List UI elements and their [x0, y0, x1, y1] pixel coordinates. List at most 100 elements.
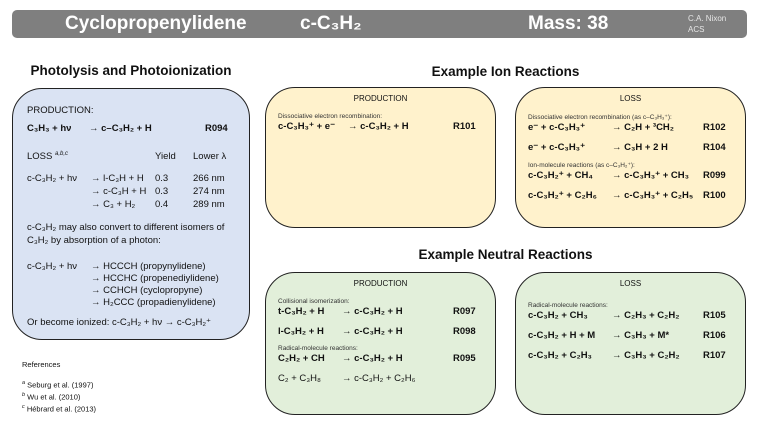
loss-list: c-C₃H₂ + hν → l-C₃H + H 0.3 266 nm → c-C₃H +… [27, 173, 239, 212]
reaction-id: R102 [703, 122, 726, 133]
production-label: PRODUCTION: [27, 105, 94, 116]
reaction-id: R107 [703, 350, 726, 361]
loss-lambda: 266 nm [193, 173, 225, 184]
loss-left [27, 186, 91, 197]
author: C.A. Nixon [688, 14, 727, 23]
neutral-loss-box: LOSS Radical-molecule reactions: c-C₃H₂ + … [515, 272, 746, 415]
isomer-left [27, 297, 91, 308]
loss-row: → c-C₃H + H 0.3 274 nm [27, 186, 239, 197]
group-note: Collisional isomerization: [278, 298, 350, 305]
products: → C₃H₃ + M* [612, 330, 670, 341]
isomer-right: → H₂CCC (propadienylidene) [91, 297, 216, 308]
group-note: Dissociative electron recombination: [278, 113, 383, 120]
reaction-row: c-C₃H₂ + H + M → C₃H₃ + M* R106 [528, 330, 733, 341]
box-title: PRODUCTION [353, 279, 408, 288]
reactants: c-C₃H₂ + CH₃ [528, 310, 588, 321]
reactants: e⁻ + c-C₃H₃⁺ [528, 142, 586, 153]
reaction-id: R100 [703, 190, 726, 201]
isomer-right: → HCCCH (propynylidene) [91, 261, 206, 272]
reaction-id: R097 [453, 306, 476, 317]
isomer-row: c-C₃H₂ + hν → HCCCH (propynylidene) [27, 261, 239, 272]
reaction-row: c-C₃H₃⁺ + e⁻ → c-C₃H₂ + H R101 [278, 121, 483, 132]
products: → C₃H + 2 H [612, 142, 668, 153]
reactants: l-C₃H₂ + H [278, 326, 324, 337]
reaction-row: t-C₃H₂ + H → c-C₃H₂ + H R097 [278, 306, 483, 317]
box-title: PRODUCTION [353, 94, 408, 103]
products: → c–C₃H₂ + H [89, 123, 152, 134]
loss-right: → C₃ + H₂ [91, 199, 136, 210]
reaction-id: R099 [703, 170, 726, 181]
molecule-mass: Mass: 38 [528, 13, 609, 34]
products: → C₃H₃ + C₂H₂ [612, 350, 680, 361]
loss-lambda: 289 nm [193, 199, 225, 210]
reaction-id: R105 [703, 310, 726, 321]
header-bar: Cyclopropenylidene c-C₃H₂ Mass: 38 C.A. … [12, 10, 747, 38]
neutral-production-box: PRODUCTION Collisional isomerization: t-C₃… [265, 272, 496, 415]
isomer-right: → HCCHC (propenediylidene) [91, 273, 219, 284]
reactants: c-C₃H₂⁺ + CH₄ [528, 170, 593, 181]
products: → c-C₃H₃⁺ + C₂H₅ [612, 190, 694, 201]
photo-title: Photolysis and Photoionization [30, 63, 232, 78]
box-title: LOSS [619, 94, 642, 103]
ionization-text: Or become ionized: c-C₃H₂ + hν → c-C₃H₂⁺ [27, 317, 212, 328]
reaction-id [453, 373, 483, 384]
reaction-row: c-C₃H₂⁺ + C₂H₆ → c-C₃H₃⁺ + C₂H₅ R100 [528, 190, 733, 201]
molecule-formula: c-C₃H₂ [300, 13, 362, 34]
lambda-header: Lower λ [193, 151, 227, 162]
reference-item: a Seburg et al. (1997) [22, 380, 93, 390]
reactants: c-C₃H₂⁺ + C₂H₆ [528, 190, 597, 201]
products: → c-C₃H₂ + C₂H₆ [342, 373, 416, 384]
group-note: Dissociative electron recombination (as … [528, 114, 672, 121]
reactants: c-C₃H₂ + C₂H₃ [528, 350, 592, 361]
reaction-id: R101 [453, 121, 476, 132]
reference-item: c Hébrard et al. (2013) [22, 404, 96, 414]
ion-production-box: PRODUCTION Dissociative electron recombin… [265, 87, 496, 228]
box-title: LOSS [619, 279, 642, 288]
photo-production-reaction: C₃H₃ + hν → c–C₃H₂ + H R094 [27, 123, 239, 134]
isomer-left [27, 273, 91, 284]
isomer-left [27, 285, 91, 296]
reaction-row: C₂H₂ + CH → c-C₃H₂ + H R095 [278, 353, 483, 364]
reaction-list: Collisional isomerization: t-C₃H₂ + H → c-… [266, 288, 495, 384]
loss-header: LOSS a,b,c Yield Lower λ [27, 151, 239, 162]
reaction-row: e⁻ + c-C₃H₃⁺ → C₃H + 2 H R104 [528, 142, 733, 153]
reference-mark: a [22, 380, 26, 386]
products: → c-C₃H₂ + H [342, 326, 403, 337]
author-block: C.A. Nixon ACS [688, 13, 726, 35]
isomer-row: → HCCHC (propenediylidene) [27, 273, 239, 284]
reaction-row: c-C₃H₂ + CH₃ → C₂H₃ + C₂H₂ R105 [528, 310, 733, 321]
ion-loss-box: LOSS Dissociative electron recombination … [515, 87, 746, 228]
reaction-id: R098 [453, 326, 476, 337]
isomer-right: → CCHCH (cyclopropyne) [91, 285, 203, 296]
reference-text: Hébrard et al. (2013) [26, 404, 97, 414]
reactants: C₂H₂ + CH [278, 353, 325, 364]
reaction-id: R095 [453, 353, 476, 364]
group-note: Radical-molecule reactions: [528, 302, 608, 309]
reactants: t-C₃H₂ + H [278, 306, 325, 317]
isomer-row: → H₂CCC (propadienylidene) [27, 297, 239, 308]
isomer-text: c-C₃H₂ may also convert to different iso… [27, 222, 225, 246]
loss-left: c-C₃H₂ + hν [27, 173, 78, 184]
products: → c-C₃H₃⁺ + CH₃ [612, 170, 690, 181]
reference-mark: b [22, 392, 26, 398]
loss-refs: a,b,c [55, 151, 69, 157]
reference-mark: c [22, 404, 25, 410]
loss-row: → C₃ + H₂ 0.4 289 nm [27, 199, 239, 210]
references-title: References [22, 360, 61, 369]
loss-right: → l-C₃H + H [91, 173, 144, 184]
products: → c-C₃H₂ + H [348, 121, 409, 132]
reaction-row: l-C₃H₂ + H → c-C₃H₂ + H R098 [278, 326, 483, 337]
reactants: c-C₃H₃⁺ + e⁻ [278, 121, 336, 132]
reaction-list: Dissociative electron recombination: c-C₃… [266, 103, 495, 132]
products: → C₂H₃ + C₂H₂ [612, 310, 680, 321]
group-note: Ion-molecule reactions (as c–C₃H₂⁺): [528, 162, 635, 169]
products: → c-C₃H₂ + H [342, 306, 403, 317]
reference-item: b Wu et al. (2010) [22, 392, 80, 402]
products: → c-C₃H₂ + H [342, 353, 403, 364]
photo-box: PRODUCTION: C₃H₃ + hν → c–C₃H₂ + H R094 LO… [12, 88, 250, 340]
affiliation: ACS [688, 25, 705, 34]
reactants: C₂ + C₃H₈ [278, 373, 321, 384]
group-note: Radical-molecule reactions: [278, 345, 358, 352]
reaction-row: C₂ + C₃H₈ → c-C₃H₂ + C₂H₆ [278, 373, 483, 384]
loss-yield: 0.4 [155, 199, 169, 210]
